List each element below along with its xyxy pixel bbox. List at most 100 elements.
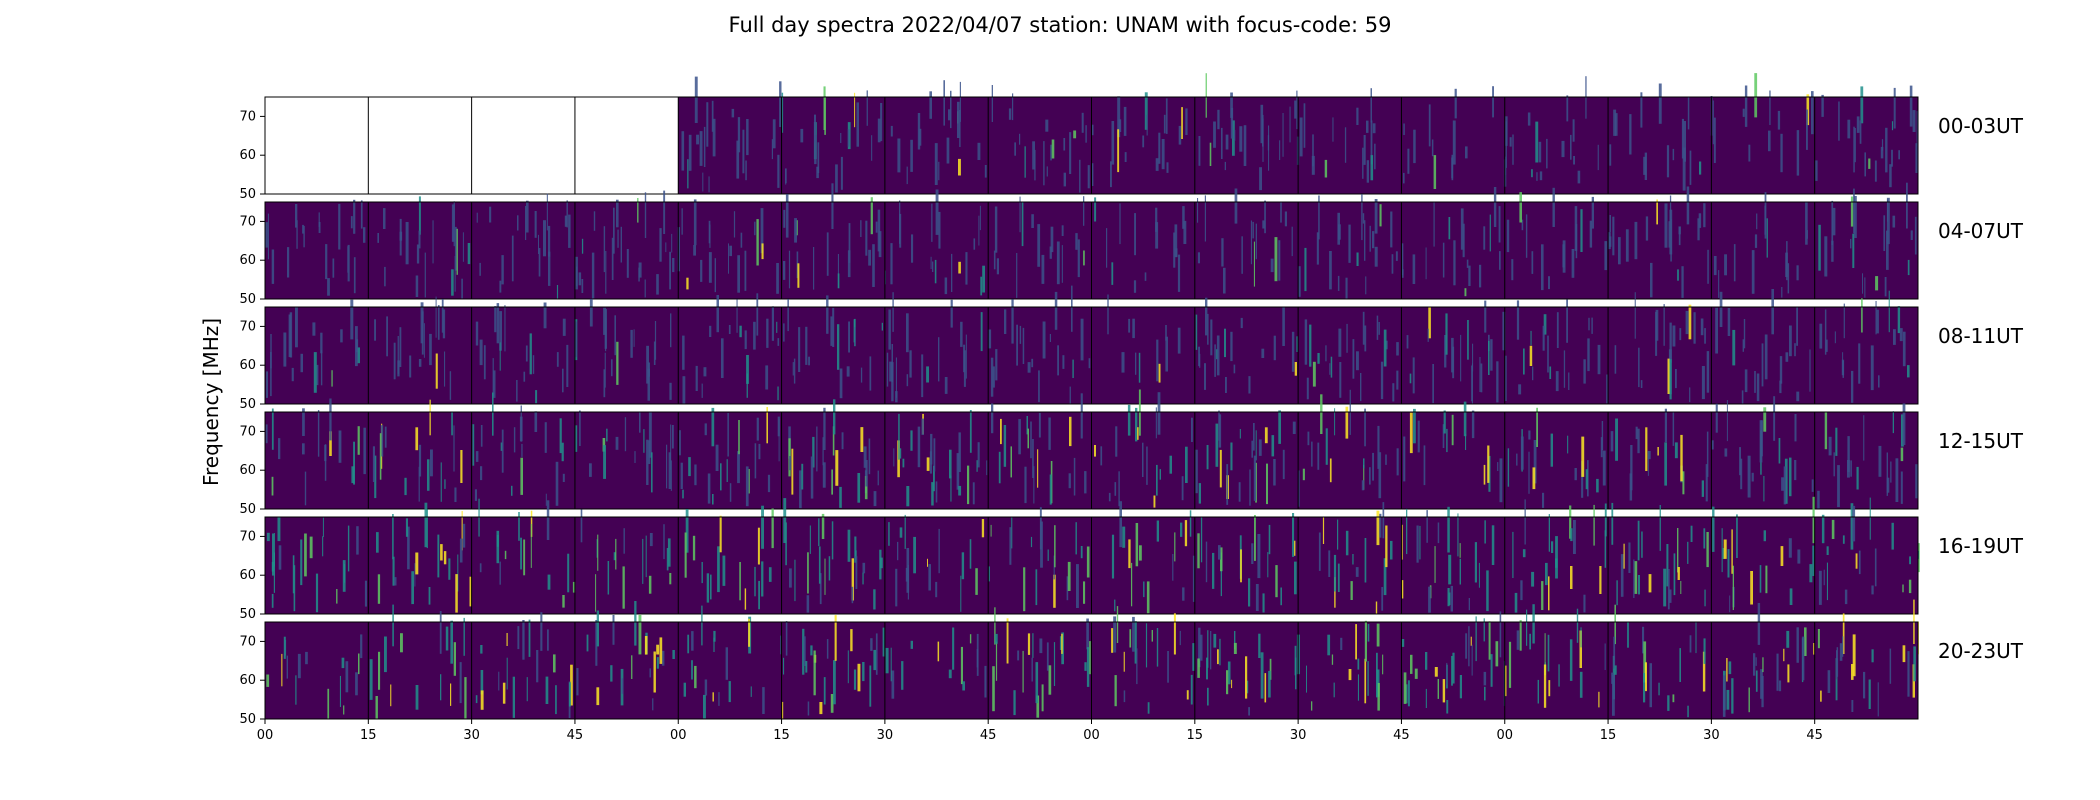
spectral-streak (1472, 343, 1474, 372)
spectral-streak (1027, 428, 1029, 449)
spectral-streak (721, 338, 724, 378)
spectral-streak (1391, 254, 1394, 274)
spectral-streak (1163, 114, 1166, 134)
spectral-streak (1751, 250, 1755, 294)
spectral-streak (839, 486, 842, 508)
spectral-streak (948, 669, 952, 679)
spectral-streak (356, 526, 359, 555)
spectral-streak (1434, 667, 1438, 677)
spectral-streak (1364, 538, 1367, 583)
spectral-streak (1280, 202, 1282, 223)
spectral-streak (644, 192, 647, 238)
spectral-streak (1278, 410, 1281, 444)
spectral-streak (933, 465, 935, 492)
spectral-streak (684, 532, 687, 578)
spectral-streak (1334, 577, 1336, 608)
spectral-streak (720, 463, 722, 491)
spectral-streak (656, 657, 659, 669)
spectral-streak (1604, 503, 1607, 537)
spectral-streak (1658, 682, 1660, 696)
spectral-streak (1144, 272, 1147, 281)
spectral-streak (318, 222, 321, 233)
x-tick-label: 00 (1496, 728, 1513, 743)
spectral-streak (1723, 539, 1727, 559)
spectral-streak (1282, 449, 1285, 480)
spectral-streak (1390, 540, 1393, 560)
spectral-streak (420, 302, 424, 344)
spectral-streak (902, 458, 905, 468)
spectral-streak (528, 619, 531, 657)
spectral-streak (380, 425, 384, 457)
spectral-streak (680, 462, 683, 489)
spectral-streak (593, 211, 596, 231)
spectral-streak (1075, 233, 1078, 250)
spectral-streak (1527, 112, 1531, 126)
spectral-streak (1851, 664, 1854, 680)
spectral-streak (791, 448, 794, 495)
spectral-streak (1197, 198, 1199, 223)
spectral-streak (1915, 143, 1918, 173)
spectral-streak (1680, 434, 1683, 482)
spectral-streak (699, 131, 703, 166)
spectral-streak (1258, 439, 1262, 456)
spectral-streak (837, 254, 839, 289)
spectral-streak (547, 574, 551, 590)
row-label: 04-07UT (1938, 219, 2024, 243)
spectral-streak (1821, 94, 1824, 117)
spectral-streak (544, 422, 547, 453)
spectral-streak (1195, 449, 1198, 494)
spectral-streak (1467, 320, 1469, 360)
spectral-streak (1035, 662, 1039, 704)
spectral-streak (1134, 621, 1137, 664)
spectral-streak (726, 459, 728, 482)
spectral-streak (957, 101, 960, 138)
spectral-streak (1167, 651, 1169, 683)
spectral-streak (595, 574, 597, 612)
spectral-streak (1080, 546, 1083, 559)
spectral-streak (864, 476, 868, 500)
spectral-streak (1824, 236, 1828, 277)
spectral-streak (1647, 450, 1649, 476)
spectral-streak (753, 321, 756, 350)
spectral-streak (1198, 346, 1200, 367)
spectral-streak (1876, 309, 1879, 334)
spectral-streak (476, 212, 478, 223)
spectral-streak (1348, 669, 1352, 681)
spectral-streak (496, 530, 500, 564)
spectral-streak (548, 225, 551, 257)
spectral-streak (1909, 556, 1911, 565)
spectral-streak (1294, 645, 1297, 676)
spectral-streak (1748, 687, 1750, 713)
spectral-streak (863, 446, 867, 468)
spectral-streak (889, 361, 892, 382)
spectral-streak (1663, 568, 1667, 607)
spectral-streak (1275, 565, 1278, 598)
spectral-streak (799, 470, 802, 509)
spectral-streak (1663, 304, 1665, 346)
spectral-streak (1448, 592, 1451, 605)
spectral-streak (1850, 503, 1854, 550)
spectral-streak (1468, 598, 1470, 611)
spectral-streak (1289, 106, 1291, 143)
spectral-streak (355, 672, 358, 696)
spectral-streak (523, 371, 526, 382)
spectral-streak (990, 524, 992, 537)
spectral-streak (695, 365, 698, 391)
spectral-streak (693, 245, 696, 256)
spectral-streak (777, 386, 779, 401)
spectral-streak (295, 675, 297, 705)
spectral-streak (1119, 501, 1122, 548)
spectral-streak (1507, 448, 1510, 487)
spectral-streak (1013, 690, 1016, 716)
spectral-streak (415, 685, 419, 710)
spectral-streak (1531, 571, 1535, 587)
spectral-streak (807, 701, 810, 716)
spectral-streak (502, 682, 506, 704)
spectral-streak (1853, 188, 1855, 234)
spectral-streak (479, 262, 481, 276)
spectral-streak (929, 451, 932, 474)
spectral-streak (1385, 525, 1388, 568)
spectral-streak (1403, 436, 1406, 482)
spectral-streak (1425, 688, 1427, 708)
